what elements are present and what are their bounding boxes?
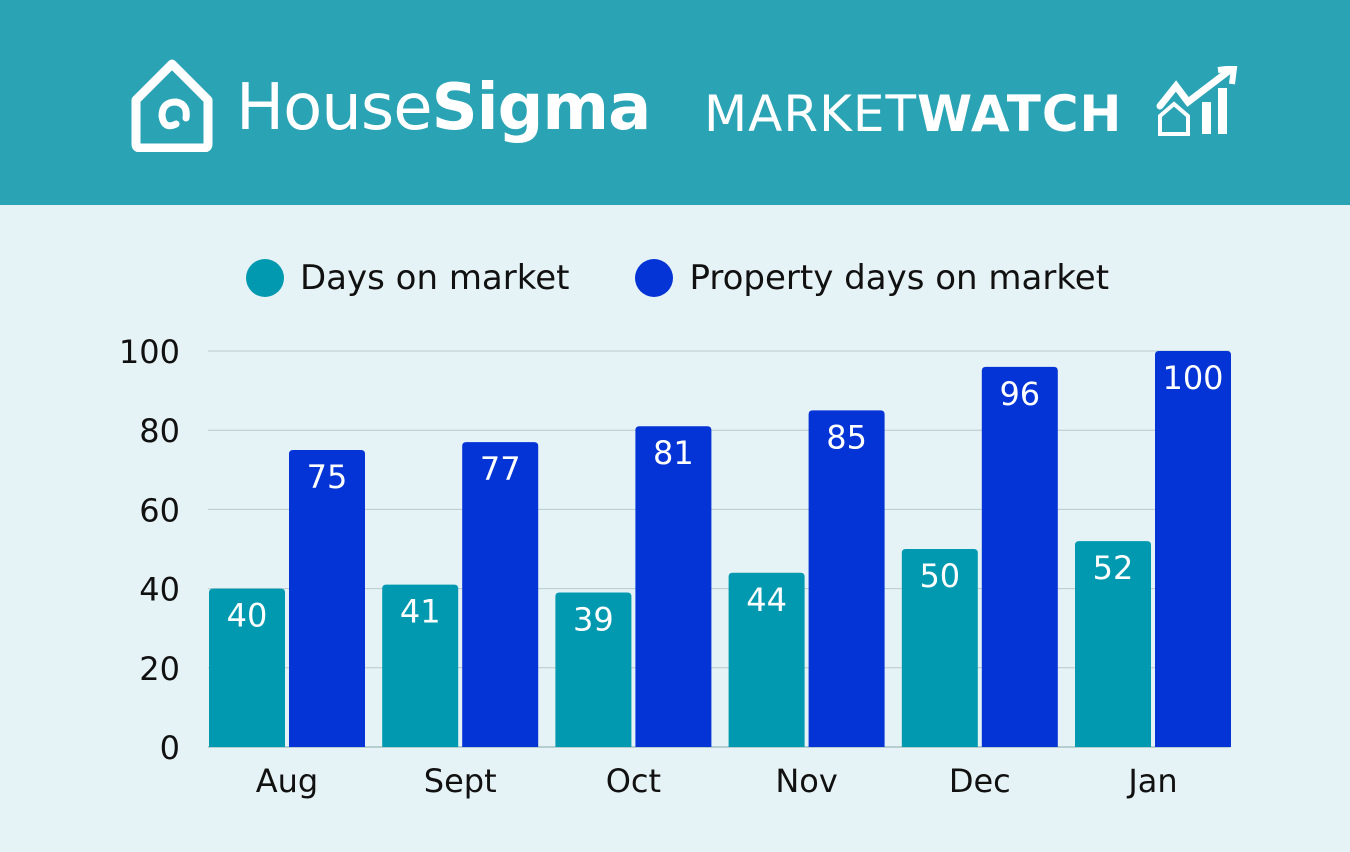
x-tick-label: Aug (256, 762, 318, 800)
bar-property-days (289, 450, 365, 747)
legend-label: Property days on market (689, 258, 1110, 298)
data-label: 75 (307, 458, 348, 496)
x-tick-label: Jan (1126, 762, 1177, 800)
bar-property-days (635, 426, 712, 747)
data-label: 81 (653, 434, 694, 472)
data-label: 100 (1162, 359, 1223, 397)
bar-days-on-market (555, 592, 632, 747)
legend-item-property-days: Property days on market (635, 258, 1109, 298)
x-tick-label: Sept (424, 762, 497, 800)
data-label: 77 (480, 450, 521, 488)
x-tick-label: Nov (775, 762, 837, 800)
data-label: 41 (400, 593, 441, 631)
house-spiral-icon (131, 59, 213, 152)
bar-days-on-market (382, 584, 459, 747)
brand-bold: Sigma (431, 71, 652, 145)
x-tick-label: Oct (606, 762, 661, 800)
bar-property-days (1155, 351, 1231, 747)
data-label: 44 (746, 581, 787, 619)
marketwatch-title: MARKETWATCH (704, 84, 1122, 144)
bar-property-days (808, 410, 885, 747)
bar-days-on-market (901, 549, 978, 747)
y-tick-label: 40 (139, 571, 180, 609)
tag-light: MARKET (704, 85, 918, 143)
header-banner: HouseSigma MARKETWATCH (0, 0, 1350, 205)
y-tick-label: 20 (139, 650, 180, 688)
brand-name: HouseSigma (236, 68, 652, 148)
bar-property-days (462, 442, 539, 747)
data-label: 96 (999, 375, 1040, 413)
chart-legend: Days on market Property days on market (246, 258, 1175, 298)
data-label: 40 (227, 597, 268, 635)
legend-swatch (635, 259, 674, 297)
brand-light: House (236, 71, 433, 145)
legend-label: Days on market (300, 258, 570, 298)
data-label: 50 (919, 557, 960, 595)
legend-swatch (246, 259, 284, 297)
data-label: 52 (1093, 549, 1134, 587)
bar-days-on-market (209, 588, 285, 747)
bar-days-on-market (1075, 541, 1151, 747)
house-chart-up-icon (1156, 66, 1238, 136)
x-tick-label: Dec (949, 762, 1011, 800)
y-tick-label: 100 (119, 333, 180, 371)
data-label: 39 (573, 601, 614, 639)
bar-days-on-market (728, 572, 805, 747)
data-label: 85 (826, 418, 867, 456)
legend-item-days-on-market: Days on market (246, 258, 569, 298)
tag-bold: WATCH (917, 85, 1123, 143)
y-tick-label: 80 (139, 412, 180, 450)
bar-property-days (981, 366, 1058, 747)
y-tick-label: 60 (139, 491, 180, 529)
y-tick-label: 0 (160, 729, 180, 767)
